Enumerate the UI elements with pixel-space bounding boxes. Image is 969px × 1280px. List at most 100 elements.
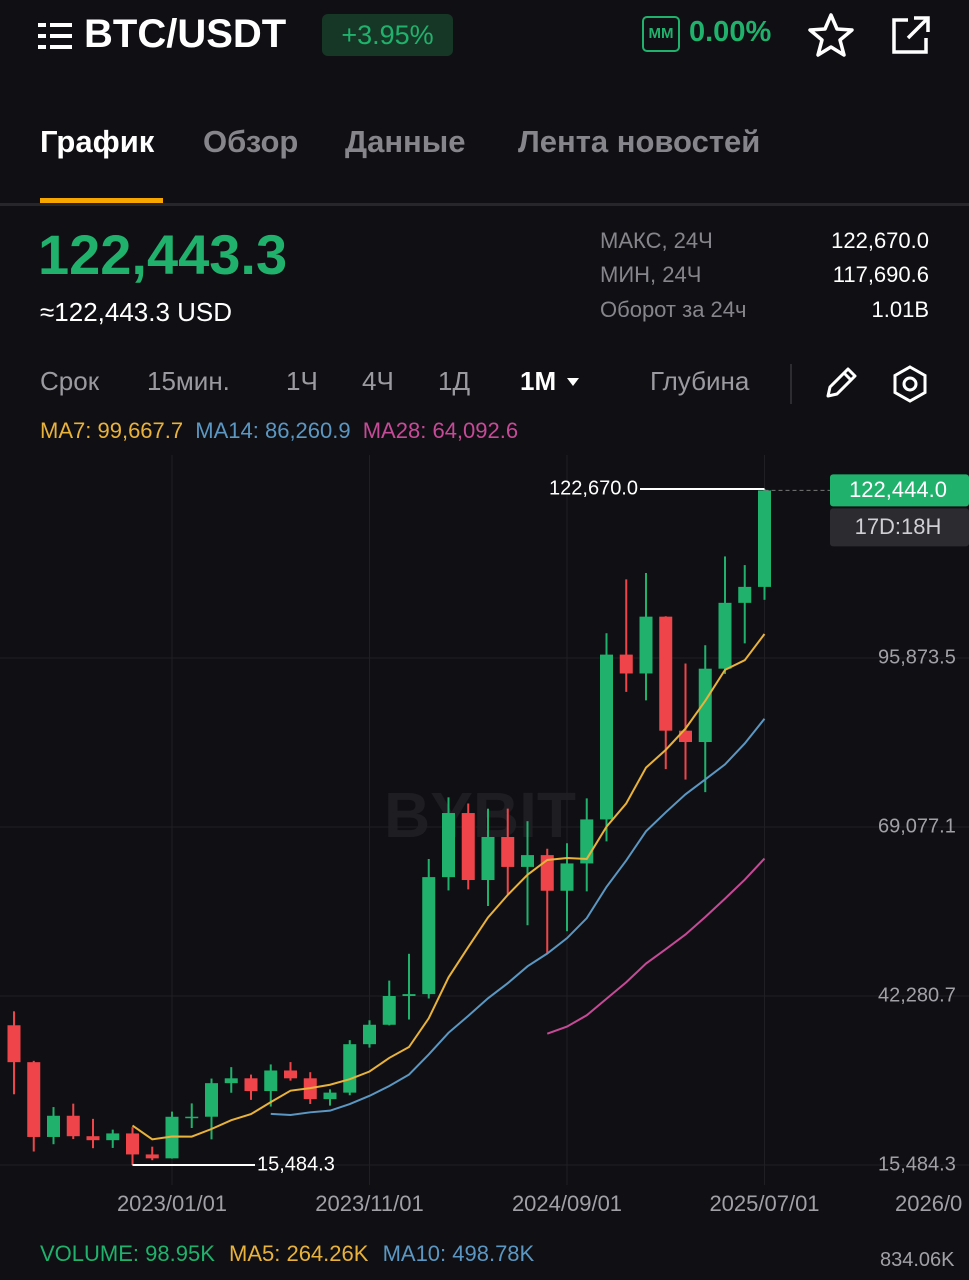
tab-active[interactable]: График [40, 124, 155, 159]
candle-body [224, 1078, 238, 1084]
stat-value: 122,670.0 [831, 228, 929, 253]
timeframe[interactable]: 15мин. [147, 366, 230, 396]
candle-body [560, 863, 574, 891]
stat-value: 1.01B [871, 297, 930, 322]
candle-body [145, 1154, 159, 1159]
candle-body [698, 668, 712, 743]
candle-body [540, 855, 554, 891]
draw-icon[interactable] [822, 364, 860, 402]
candle-body [185, 1116, 199, 1119]
x-tick-label: 2023/01/01 [117, 1191, 227, 1216]
timeframe-active[interactable]: 1М [520, 366, 557, 396]
ma-line [131, 633, 766, 1141]
ma-legend: MA7: 99,667.7 MA14: 86,260.9 MA28: 64,09… [40, 418, 518, 444]
tab-underline [40, 198, 163, 203]
candle-body [580, 819, 594, 864]
volume-axis-label: 834.06K [880, 1249, 955, 1271]
x-tick-label: 2026/0 [895, 1191, 962, 1216]
candle-body [106, 1133, 120, 1141]
divider [0, 203, 969, 206]
candle-body [363, 1024, 376, 1045]
candle-body [758, 490, 771, 587]
candle-body [600, 654, 613, 820]
candle-body [402, 994, 416, 997]
ma-value: 86,260.9 [264, 418, 351, 443]
settings-icon[interactable] [890, 364, 930, 404]
candle-body [481, 837, 495, 881]
ma-label: MA7: [40, 418, 92, 443]
stat-label: МАКС, 24Ч [600, 228, 713, 253]
volume-label: VOLUME: 98.95K [40, 1241, 215, 1266]
x-tick-label: 2025/07/01 [709, 1191, 819, 1216]
candle-body [382, 996, 396, 1025]
volume-ma10: MA10: 498.78K [382, 1241, 535, 1266]
candle-body [521, 855, 534, 867]
dropdown-arrow [567, 378, 579, 386]
tab[interactable]: Обзор [203, 124, 299, 159]
low-marker-label: 15,484.3 [257, 1153, 335, 1175]
timeframe[interactable]: 1Д [438, 366, 471, 396]
candle-body [205, 1083, 218, 1117]
volume-legend: VOLUME: 98.95K MA5: 264.26K MA10: 498.78… [40, 1241, 534, 1267]
change-badge: +3.95% [322, 14, 453, 56]
tab[interactable]: Данные [345, 124, 466, 159]
candle-body [619, 654, 633, 674]
volume-ma5: MA5: 264.26K [229, 1241, 369, 1266]
stat-value: 117,690.6 [832, 262, 929, 287]
high-marker-label: 122,670.0 [549, 477, 638, 499]
countdown-bg [830, 508, 969, 547]
candle-body [323, 1092, 337, 1100]
stat-label: Оборот за 24ч [600, 297, 747, 322]
candle-body [461, 813, 475, 881]
candle-body [7, 1025, 21, 1063]
candle-body [659, 616, 673, 731]
candle-body [165, 1116, 179, 1159]
timeframe-label: Срок [40, 366, 100, 396]
divider [790, 364, 792, 404]
ma-label: MA28: [362, 418, 427, 443]
countdown: 17D:18H [855, 514, 942, 539]
timeframe[interactable]: 1Ч [286, 366, 318, 396]
ma-line [270, 718, 766, 1117]
candle-body [47, 1115, 60, 1137]
candle-body [738, 586, 752, 603]
y-tick-label: 15,484.3 [878, 1153, 956, 1175]
y-tick-label: 69,077.1 [878, 815, 956, 837]
candle-body [284, 1070, 297, 1079]
ma-value: 99,667.7 [97, 418, 184, 443]
price-tag-bg [830, 474, 969, 507]
candle-body [244, 1078, 258, 1092]
candle-body [126, 1133, 139, 1155]
candle-body [501, 837, 515, 867]
last-price: 122,443.3 [38, 223, 288, 286]
mm-badge: MM [642, 16, 680, 52]
candle-body [66, 1115, 80, 1137]
candle-body [264, 1070, 278, 1092]
candle-body [27, 1062, 41, 1137]
x-tick-label: 2023/11/01 [315, 1191, 423, 1216]
usd-price: ≈122,443.3 USD [40, 297, 233, 327]
favorite-icon[interactable] [808, 12, 854, 58]
mm-value: 0.00% [689, 16, 772, 48]
tab[interactable]: Лента новостей [518, 124, 761, 159]
price-tag-label: 122,444.0 [849, 477, 947, 502]
candle-body [679, 730, 692, 743]
x-tick-label: 2024/09/01 [512, 1191, 622, 1216]
candle-body [343, 1044, 357, 1093]
candle-body [442, 813, 455, 878]
share-icon[interactable] [888, 14, 932, 58]
y-tick-label: 95,873.5 [878, 646, 956, 668]
menu-icon[interactable] [38, 20, 74, 52]
depth-button[interactable]: Глубина [650, 366, 750, 396]
candle-body [86, 1136, 100, 1141]
ma-label: MA14: [195, 418, 259, 443]
ma-value: 64,092.6 [432, 418, 519, 443]
ma-line [546, 857, 766, 1035]
watermark: BYBIT [384, 779, 576, 851]
candle-body [718, 602, 732, 669]
timeframe[interactable]: 4Ч [362, 366, 394, 396]
symbol[interactable]: BTC/USDT [84, 12, 287, 56]
y-tick-label: 42,280.7 [878, 984, 956, 1006]
